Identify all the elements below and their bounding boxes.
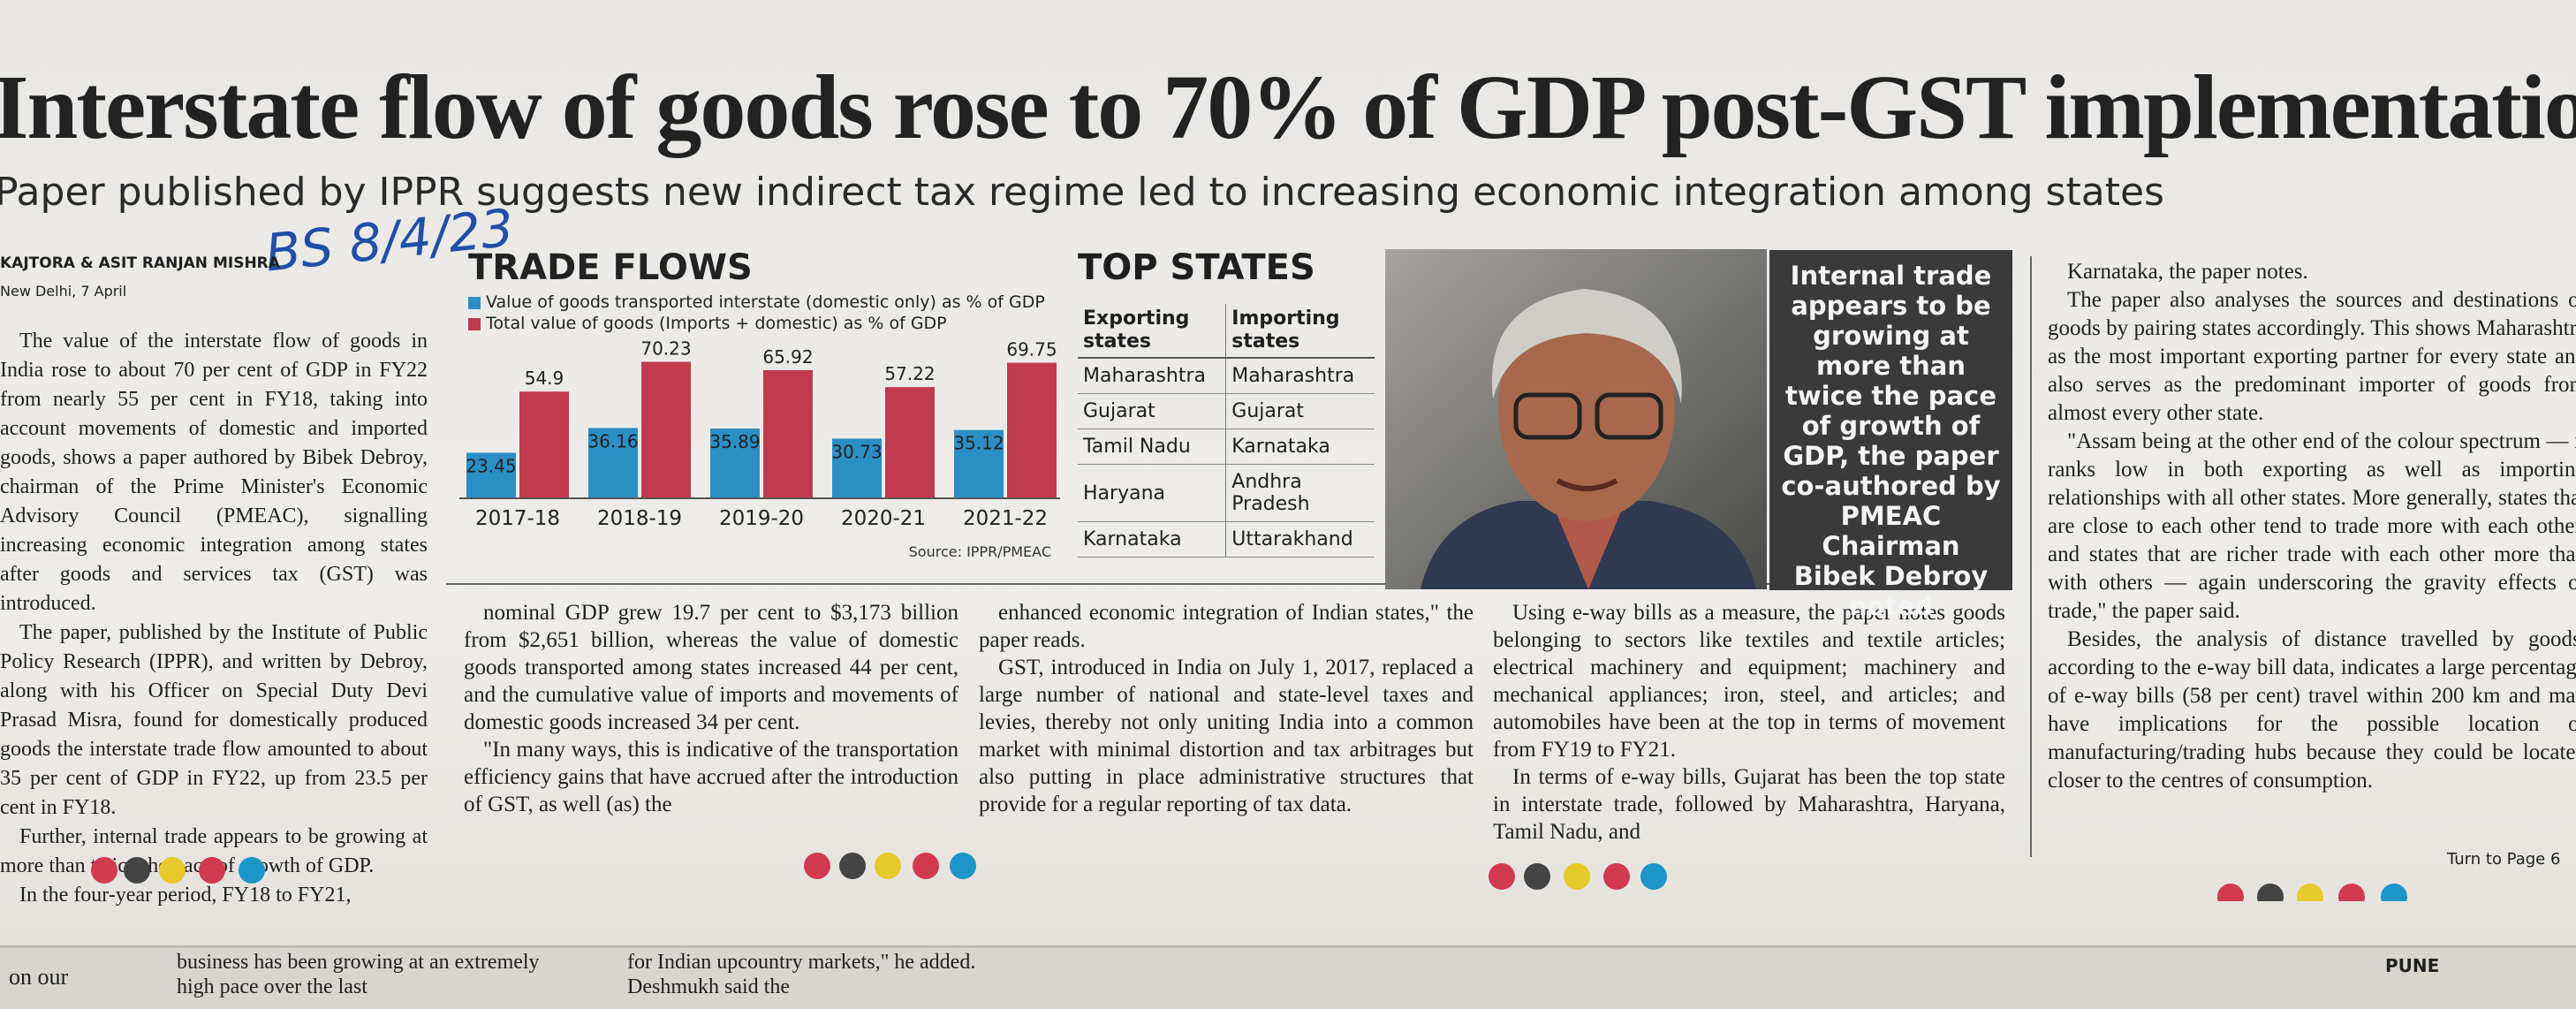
value-label: 36.16 xyxy=(587,430,638,451)
paragraph: In the four-year period, FY18 to FY21, xyxy=(19,884,352,907)
mouth xyxy=(1556,478,1618,491)
paragraph: In terms of e-way bills, Gujarat has bee… xyxy=(1493,765,2005,844)
paragraph: "Assam being at the other end of the col… xyxy=(2048,429,2576,623)
paragraph: Besides, the analysis of distance travel… xyxy=(2048,627,2576,793)
byline: KAJTORA & ASIT RANJAN MISHRA xyxy=(0,254,280,272)
source: Source: IPPR/PMEAC xyxy=(909,543,1051,560)
rule xyxy=(446,583,2010,585)
strip-text: for Indian upcountry markets," he added.… xyxy=(627,951,976,998)
bar xyxy=(954,429,1004,498)
table-cell: Karnataka xyxy=(1225,429,1375,465)
x-tick-label: 2020-21 xyxy=(841,507,926,530)
text-column: nominal GDP grew 19.7 per cent to $3,173… xyxy=(464,599,958,818)
x-tick-label: 2017-18 xyxy=(475,507,560,530)
paragraph: The paper, published by the Institute of… xyxy=(0,621,428,819)
table-row: Maharashtra Maharashtra xyxy=(1078,358,1375,394)
text-column: The value of the interstate flow of good… xyxy=(0,327,428,910)
header-cell: Importing states xyxy=(1225,304,1375,359)
table-cell: Andhra Pradesh xyxy=(1225,464,1375,522)
paragraph: enhanced economic integration of Indian … xyxy=(979,601,1474,652)
chart: TRADE FLOWS Value of goods transported in… xyxy=(459,247,1060,560)
value-label: 35.89 xyxy=(709,431,760,452)
paragraph: Karnataka, the paper notes. xyxy=(2067,260,2308,284)
chart-title: TRADE FLOWS xyxy=(468,247,753,288)
top-states-table: TOP STATES Exporting states Importing st… xyxy=(1078,247,1375,558)
table-cell: Uttarakhand xyxy=(1225,521,1375,558)
paragraph: "In many ways, this is indicative of the… xyxy=(464,738,958,816)
legend-label: Total value of goods (Imports + domestic… xyxy=(485,314,947,333)
bar xyxy=(519,391,569,498)
value-label: 70.23 xyxy=(640,338,691,359)
table-cell: Gujarat xyxy=(1225,393,1375,429)
strip-text: PUNE xyxy=(2385,955,2440,976)
headline: Interstate flow of goods rose to 70% of … xyxy=(0,57,2576,158)
text-column: enhanced economic integration of Indian … xyxy=(979,599,1474,818)
glasses xyxy=(1595,392,1663,440)
paragraph: GST, introduced in India on July 1, 2017… xyxy=(979,656,1474,816)
table-row: Karnataka Uttarakhand xyxy=(1078,521,1375,558)
bar xyxy=(832,438,882,498)
hair xyxy=(1491,289,1682,404)
bar xyxy=(588,428,638,498)
value-label: 30.73 xyxy=(831,441,882,462)
bar xyxy=(710,429,760,498)
text-column: Karnataka, the paper notes. The paper als… xyxy=(2048,258,2576,795)
photo-caption: Internal trade appears to be growing at … xyxy=(1769,250,2012,621)
value-label: 35.12 xyxy=(953,433,1004,454)
strip-text: on our xyxy=(9,964,69,990)
legend-swatch xyxy=(468,297,481,309)
table-cell: Tamil Nadu xyxy=(1078,429,1226,465)
x-tick-label: 2019-20 xyxy=(719,507,804,530)
jump-line: Turn to Page 6 xyxy=(2447,850,2561,869)
dateline: New Delhi, 7 April xyxy=(0,283,127,300)
bar xyxy=(885,387,935,498)
strip-text: business has been growing at an extremel… xyxy=(177,951,540,998)
text-column: Using e-way bills as a measure, the pape… xyxy=(1493,599,2005,846)
value-label: 23.45 xyxy=(466,455,516,476)
table-header: Exporting states Importing states xyxy=(1078,304,1375,359)
next-page-strip: on our business has been growing at an ex… xyxy=(0,945,2576,1009)
bar xyxy=(641,361,691,498)
table: Exporting states Importing states Mahara… xyxy=(1078,304,1375,558)
paragraph: The paper also analyses the sources and … xyxy=(2048,288,2576,425)
color-registration-marks xyxy=(91,853,2407,901)
table-cell: Maharashtra xyxy=(1225,358,1375,394)
paragraph: The value of the interstate flow of good… xyxy=(0,330,428,615)
header-cell: Exporting states xyxy=(1078,304,1226,359)
bar xyxy=(466,452,516,498)
table-row: Haryana Andhra Pradesh xyxy=(1078,464,1375,522)
rule xyxy=(2030,256,2032,857)
table-cell: Gujarat xyxy=(1078,393,1226,429)
face xyxy=(1498,295,1675,521)
x-tick-label: 2018-19 xyxy=(597,507,682,530)
table-row: Gujarat Gujarat xyxy=(1078,393,1375,429)
collar xyxy=(1553,505,1624,589)
table-row: Tamil Nadu Karnataka xyxy=(1078,429,1375,465)
photo xyxy=(1385,249,1767,589)
value-label: 69.75 xyxy=(1006,339,1057,360)
paragraph: Further, internal trade appears to be gr… xyxy=(0,825,428,877)
legend-swatch xyxy=(468,318,481,330)
value-label: 65.92 xyxy=(762,346,813,368)
table-cell: Haryana xyxy=(1078,464,1226,522)
value-label: 57.22 xyxy=(884,363,935,384)
bar xyxy=(763,369,813,498)
table-cell: Karnataka xyxy=(1078,521,1226,558)
bar xyxy=(1007,362,1057,498)
glasses xyxy=(1513,392,1582,440)
subheadline: Paper published by IPPR suggests new ind… xyxy=(0,170,2164,215)
value-label: 54.9 xyxy=(525,368,564,389)
dot-group xyxy=(91,853,2407,901)
table-title: TOP STATES xyxy=(1078,247,1315,288)
paragraph: Using e-way bills as a measure, the pape… xyxy=(1493,601,2005,762)
x-tick-label: 2021-22 xyxy=(963,507,1048,530)
legend-label: Value of goods transported interstate (d… xyxy=(486,292,1045,312)
paragraph: nominal GDP grew 19.7 per cent to $3,173… xyxy=(464,601,958,734)
table-cell: Maharashtra xyxy=(1078,358,1226,394)
